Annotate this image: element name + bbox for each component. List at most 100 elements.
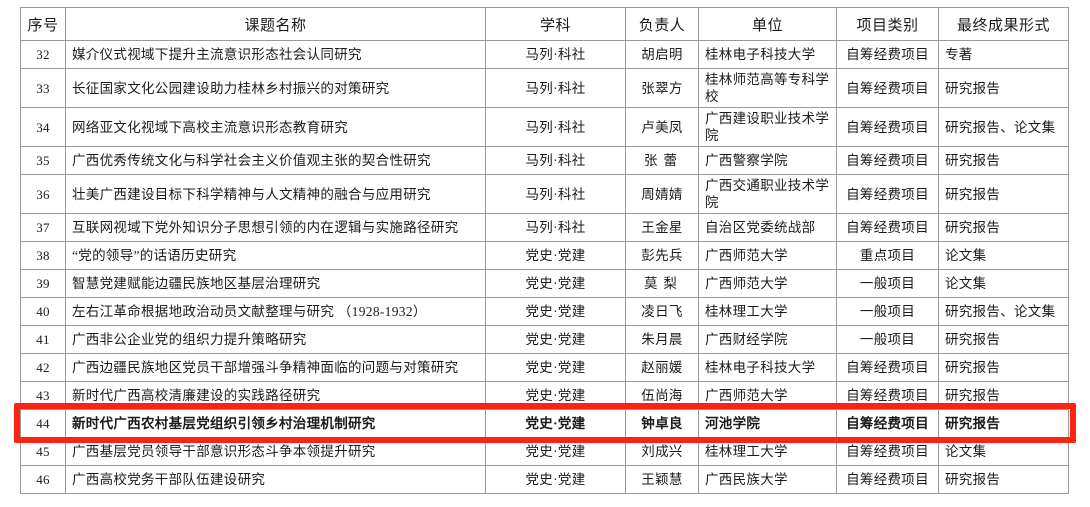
cell-result: 研究报告 (938, 68, 1069, 108)
cell-title: 新时代广西农村基层党组织引领乡村治理机制研究 (65, 409, 486, 438)
cell-subject: 党史·党建 (485, 241, 626, 270)
cell-person: 彭先兵 (625, 241, 699, 270)
cell-result: 研究报告 (938, 213, 1069, 242)
cell-person: 赵丽媛 (625, 353, 699, 382)
project-table: 序号 课题名称 学科 负责人 单位 项目类别 最终成果形式 32 媒介仪式视域下提… (20, 7, 1069, 494)
column-header-no: 序号 (20, 7, 66, 41)
cell-title: 广西优秀传统文化与科学社会主义价值观主张的契合性研究 (65, 146, 486, 175)
cell-result: 研究报告 (938, 174, 1069, 214)
cell-title: 左右江革命根据地政治动员文献整理与研究 （1928-1932） (65, 297, 486, 326)
cell-unit: 广西师范大学 (698, 381, 837, 410)
cell-no: 37 (20, 213, 66, 242)
cell-subject: 党史·党建 (485, 297, 626, 326)
table-row: 45 广西基层党员领导干部意识形态斗争本领提升研究 党史·党建 刘成兴 桂林理工大学 自筹… (20, 437, 1069, 466)
cell-title: 互联网视域下党外知识分子思想引领的内在逻辑与实施路径研究 (65, 213, 486, 242)
cell-result: 研究报告、论文集 (938, 297, 1069, 326)
cell-subject: 马列·科社 (485, 213, 626, 242)
cell-unit: 河池学院 (698, 409, 837, 438)
cell-person: 伍尚海 (625, 381, 699, 410)
table-row: 34 网络亚文化视域下高校主流意识形态教育研究 马列·科社 卢美凤 广西建设职业技术学院… (20, 107, 1069, 147)
cell-subject: 党史·党建 (485, 409, 626, 438)
cell-unit: 广西师范大学 (698, 269, 837, 298)
table-row: 33 长征国家文化公园建设助力桂林乡村振兴的对策研究 马列·科社 张翠方 桂林师范高等专… (20, 68, 1069, 108)
cell-subject: 党史·党建 (485, 381, 626, 410)
cell-title: 长征国家文化公园建设助力桂林乡村振兴的对策研究 (65, 68, 486, 108)
cell-title: 壮美广西建设目标下科学精神与人文精神的融合与应用研究 (65, 174, 486, 214)
table-row: 32 媒介仪式视域下提升主流意识形态社会认同研究 马列·科社 胡启明 桂林电子科技大学自… (20, 40, 1069, 69)
cell-result: 研究报告 (938, 353, 1069, 382)
cell-type: 自筹经费项目 (836, 213, 939, 242)
cell-type: 自筹经费项目 (836, 381, 939, 410)
table-row: 44 新时代广西农村基层党组织引领乡村治理机制研究 党史·党建 钟卓良 河池学院 自筹经费… (20, 409, 1069, 438)
cell-person: 卢美凤 (625, 107, 699, 147)
cell-subject: 党史·党建 (485, 353, 626, 382)
cell-unit: 桂林师范高等专科学校 (698, 68, 837, 108)
cell-result: 研究报告 (938, 465, 1069, 494)
cell-unit: 桂林电子科技大学 (698, 353, 837, 382)
cell-no: 41 (20, 325, 66, 354)
cell-type: 自筹经费项目 (836, 107, 939, 147)
table-header: 序号 课题名称 学科 负责人 单位 项目类别 最终成果形式 (20, 7, 1069, 41)
cell-no: 36 (20, 174, 66, 214)
table-row: 40 左右江革命根据地政治动员文献整理与研究 （1928-1932） 党史·党建 凌日… (20, 297, 1069, 326)
cell-unit: 广西警察学院 (698, 146, 837, 175)
table-row: 41 广西非公企业党的组织力提升策略研究 党史·党建 朱月晨 广西财经学院 一般项目 研究报… (20, 325, 1069, 354)
column-header-type: 项目类别 (836, 7, 939, 41)
cell-result: 研究报告 (938, 409, 1069, 438)
cell-type: 自筹经费项目 (836, 174, 939, 214)
cell-person: 朱月晨 (625, 325, 699, 354)
cell-person: 莫梨 (625, 269, 699, 298)
cell-result: 专著 (938, 40, 1069, 69)
cell-person: 刘成兴 (625, 437, 699, 466)
cell-person: 王金星 (625, 213, 699, 242)
cell-no: 40 (20, 297, 66, 326)
cell-type: 自筹经费项目 (836, 437, 939, 466)
cell-type: 一般项目 (836, 325, 939, 354)
cell-title: 媒介仪式视域下提升主流意识形态社会认同研究 (65, 40, 486, 69)
cell-unit: 桂林理工大学 (698, 297, 837, 326)
cell-unit: 广西建设职业技术学院 (698, 107, 837, 147)
column-header-title: 课题名称 (65, 7, 486, 41)
cell-unit: 广西师范大学 (698, 241, 837, 270)
cell-unit: 广西财经学院 (698, 325, 837, 354)
cell-person: 王颖慧 (625, 465, 699, 494)
cell-subject: 党史·党建 (485, 465, 626, 494)
cell-unit: 广西民族大学 (698, 465, 837, 494)
cell-result: 研究报告、论文集 (938, 107, 1069, 147)
table-row: 37 互联网视域下党外知识分子思想引领的内在逻辑与实施路径研究 马列·科社 王金星 自治… (20, 213, 1069, 242)
cell-title: 广西高校党务干部队伍建设研究 (65, 465, 486, 494)
cell-no: 46 (20, 465, 66, 494)
table-row: 38 “党的领导”的话语历史研究 党史·党建 彭先兵 广西师范大学 重点项目 论文集 (20, 241, 1069, 270)
table-body: 32 媒介仪式视域下提升主流意识形态社会认同研究 马列·科社 胡启明 桂林电子科技大学自… (20, 40, 1069, 494)
cell-no: 45 (20, 437, 66, 466)
table-row: 39 智慧党建赋能边疆民族地区基层治理研究 党史·党建 莫梨 广西师范大学 一般项目 论文集 (20, 269, 1069, 298)
cell-result: 研究报告 (938, 146, 1069, 175)
cell-title: 网络亚文化视域下高校主流意识形态教育研究 (65, 107, 486, 147)
cell-subject: 党史·党建 (485, 325, 626, 354)
cell-title: “党的领导”的话语历史研究 (65, 241, 486, 270)
cell-type: 自筹经费项目 (836, 40, 939, 69)
cell-title: 智慧党建赋能边疆民族地区基层治理研究 (65, 269, 486, 298)
cell-type: 自筹经费项目 (836, 146, 939, 175)
table-row: 35 广西优秀传统文化与科学社会主义价值观主张的契合性研究 马列·科社 张蕾 广西警察学… (20, 146, 1069, 175)
table-row: 42 广西边疆民族地区党员干部增强斗争精神面临的问题与对策研究 党史·党建 赵丽媛 桂林… (20, 353, 1069, 382)
column-header-unit: 单位 (698, 7, 837, 41)
cell-result: 论文集 (938, 437, 1069, 466)
cell-person: 周婧婧 (625, 174, 699, 214)
cell-type: 自筹经费项目 (836, 409, 939, 438)
table-row: 36 壮美广西建设目标下科学精神与人文精神的融合与应用研究 马列·科社 周婧婧 广西交通… (20, 174, 1069, 214)
table-header-row: 序号 课题名称 学科 负责人 单位 项目类别 最终成果形式 (20, 7, 1069, 41)
cell-type: 一般项目 (836, 297, 939, 326)
spaced-name: 张蕾 (644, 153, 683, 168)
cell-result: 研究报告 (938, 325, 1069, 354)
cell-no: 33 (20, 68, 66, 108)
cell-person: 胡启明 (625, 40, 699, 69)
cell-subject: 马列·科社 (485, 40, 626, 69)
table-row: 46 广西高校党务干部队伍建设研究 党史·党建 王颖慧 广西民族大学 自筹经费项目 研究报告 (20, 465, 1069, 494)
cell-title: 广西非公企业党的组织力提升策略研究 (65, 325, 486, 354)
column-header-subject: 学科 (485, 7, 626, 41)
cell-person: 钟卓良 (625, 409, 699, 438)
cell-result: 论文集 (938, 241, 1069, 270)
cell-subject: 马列·科社 (485, 146, 626, 175)
